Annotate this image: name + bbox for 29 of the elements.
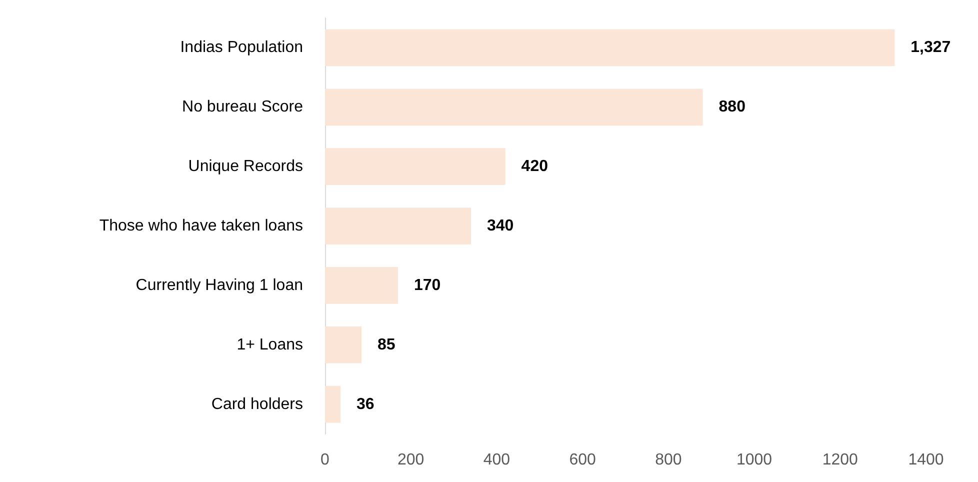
x-tick-label: 1200 <box>822 452 858 468</box>
x-tick-label: 200 <box>398 452 424 468</box>
y-tick-label: Indias Population <box>180 39 303 56</box>
y-tick-label: Currently Having 1 loan <box>136 276 303 294</box>
data-label: 85 <box>377 336 396 354</box>
data-label: 1,327 <box>910 39 951 56</box>
data-label: 420 <box>521 158 548 176</box>
bar <box>325 148 506 185</box>
data-label: 340 <box>486 218 514 234</box>
bar <box>325 208 471 244</box>
x-tick-label: 1000 <box>736 452 772 468</box>
x-tick-label: 600 <box>569 452 596 468</box>
data-label: 170 <box>414 276 441 294</box>
x-tick-label: 0 <box>320 452 330 468</box>
x-tick-label: 1400 <box>908 452 944 468</box>
bar <box>325 267 398 304</box>
bar <box>325 326 362 364</box>
data-label: 880 <box>718 98 746 116</box>
y-tick-label: No bureau Score <box>182 98 304 116</box>
x-tick-label: 400 <box>483 452 510 468</box>
y-tick-label: Those who have taken loans <box>99 218 303 234</box>
data-label: 36 <box>356 396 374 413</box>
bar <box>325 29 895 66</box>
y-tick-label: Card holders <box>211 396 303 413</box>
bar <box>325 88 703 126</box>
bar <box>325 386 340 423</box>
x-tick-label: 800 <box>655 452 682 468</box>
y-tick-label: Unique Records <box>188 158 303 176</box>
y-tick-label: 1+ Loans <box>236 336 303 354</box>
